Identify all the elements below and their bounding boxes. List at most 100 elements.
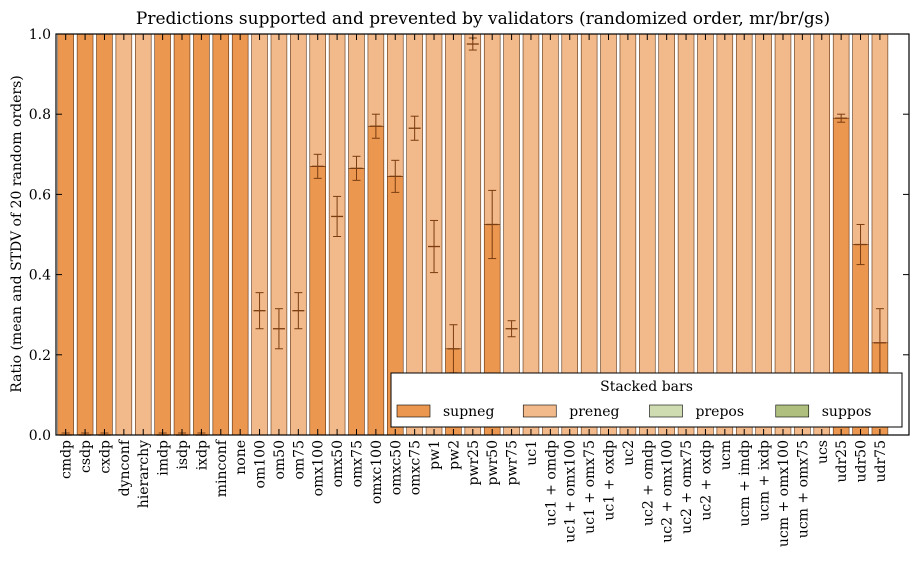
legend-swatch-suppos xyxy=(775,404,810,418)
errorbar-udr50 xyxy=(854,223,867,266)
x-tick-label: uc1 + omx100 xyxy=(563,440,579,543)
bar-supneg-isdp xyxy=(173,33,191,436)
x-tick-label: minconf xyxy=(214,438,230,497)
legend-swatch-prepos xyxy=(649,404,683,418)
legend-title: Stacked bars xyxy=(600,379,693,395)
bar-supneg-csdp xyxy=(76,33,94,436)
x-tick-label: pwr75 xyxy=(505,440,521,485)
x-tick-label: ucs xyxy=(815,440,831,464)
x-tick-label: ucm + ixdp xyxy=(757,440,773,521)
x-tick-label: om100 xyxy=(253,440,269,488)
legend: Stacked bars supneg preneg prepos suppos xyxy=(390,372,903,428)
x-tick-label: isdp xyxy=(175,440,191,470)
x-tick-label: omx75 xyxy=(349,440,365,487)
y-tick-label: 0.2 xyxy=(29,348,51,364)
bar-preneg-pw2 xyxy=(445,33,462,350)
x-tick-label: omx50 xyxy=(330,440,346,487)
chart-title: Predictions supported and prevented by v… xyxy=(136,9,830,29)
x-tick-label: uc2 + omdp xyxy=(640,440,656,526)
legend-box xyxy=(390,372,903,428)
x-axis: cmdp csdp cxdp dynconf hierarchy imdp isdp ixdp… xyxy=(59,34,889,547)
bar-preneg-hierarchy xyxy=(134,33,152,436)
y-tick-label: 1.0 xyxy=(29,27,51,43)
bar-supneg-cmdp xyxy=(57,33,74,436)
y-axis: 0.0 0.2 0.4 0.6 0.8 1.0 xyxy=(29,27,909,444)
x-tick-label: om75 xyxy=(291,440,307,480)
bar-supneg-omx75 xyxy=(348,168,365,436)
x-tick-label: uc1 + omx75 xyxy=(582,440,598,534)
bar-preneg-omx100 xyxy=(309,33,326,167)
x-tick-label: udr75 xyxy=(873,440,889,483)
x-tick-label: cmdp xyxy=(59,440,75,479)
errorbar-omxc50 xyxy=(389,159,402,193)
bar-preneg-omx75 xyxy=(348,33,365,169)
x-tick-label: omxc50 xyxy=(388,440,404,495)
bar-supneg-ixdp xyxy=(193,33,210,436)
errorbar-omxc100 xyxy=(369,113,382,139)
x-tick-label: omx100 xyxy=(311,440,327,496)
x-tick-label: pw1 xyxy=(427,440,443,470)
x-tick-label: uc2 + oxdp xyxy=(698,440,714,521)
bar-preneg-udr50 xyxy=(852,33,869,245)
errorbar-pwr50 xyxy=(486,189,499,260)
y-tick-label: 0.4 xyxy=(29,268,51,284)
x-tick-label: cxdp xyxy=(97,440,113,474)
y-axis-label: Ratio (mean and STDV of 20 random orders… xyxy=(9,75,25,392)
errorbar-omxc75 xyxy=(408,115,421,141)
bar-supneg-none xyxy=(231,33,249,436)
bar-preneg-udr75 xyxy=(871,33,889,344)
errorbar-omx75 xyxy=(350,155,363,181)
errorbar-om50 xyxy=(272,308,285,350)
legend-swatch-supneg xyxy=(396,404,431,418)
x-tick-label: ucm + imdp xyxy=(737,440,753,526)
x-tick-label: ucm + omx100 xyxy=(776,440,792,547)
errorbar-udr25 xyxy=(835,113,848,123)
bar-preneg-udr25 xyxy=(832,33,850,119)
x-tick-label: ixdp xyxy=(194,440,210,470)
errorbar-pwr75 xyxy=(505,320,518,338)
x-tick-label: omxc75 xyxy=(408,440,424,495)
errorbar-pw1 xyxy=(428,219,441,274)
bar-supneg-omx100 xyxy=(309,166,326,436)
legend-label-prepos: prepos xyxy=(696,404,745,420)
x-tick-label: uc2 xyxy=(621,440,637,466)
x-tick-label: uc1 + omdp xyxy=(543,440,559,526)
x-tick-label: dynconf xyxy=(117,438,133,496)
x-tick-label: hierarchy xyxy=(136,440,152,508)
x-tick-label: uc2 + omx75 xyxy=(679,440,695,534)
bar-supneg-minconf xyxy=(212,33,230,436)
bar-preneg-om50 xyxy=(270,33,288,436)
x-tick-label: uc2 + omx100 xyxy=(660,440,676,543)
x-tick-label: pwr25 xyxy=(466,440,482,485)
x-tick-label: csdp xyxy=(78,440,94,473)
x-tick-label: omxc100 xyxy=(369,440,385,504)
plot-frame xyxy=(55,33,910,436)
bar-supneg-imdp xyxy=(154,33,171,436)
x-tick-label: pw2 xyxy=(446,440,462,470)
x-tick-label: uc1 + oxdp xyxy=(602,440,618,521)
errorbar-om75 xyxy=(292,292,305,330)
x-tick-label: udr50 xyxy=(854,440,870,483)
x-tick-label: ucm + omx75 xyxy=(795,440,811,538)
errorbar-omx100 xyxy=(311,153,324,179)
y-tick-label: 0.8 xyxy=(29,107,51,123)
bar-preneg-om75 xyxy=(290,33,307,436)
errorbar-omx50 xyxy=(331,195,344,238)
legend-label-preneg: preneg xyxy=(569,404,619,420)
bar-preneg-om100 xyxy=(251,33,268,436)
bar-preneg-dynconf xyxy=(115,33,133,436)
legend-swatch-preneg xyxy=(522,404,557,418)
errorbar-om100 xyxy=(253,292,266,330)
legend-label-suppos: suppos xyxy=(822,404,872,420)
x-tick-label: udr25 xyxy=(834,440,850,483)
x-tick-label: imdp xyxy=(156,440,172,476)
y-tick-label: 0.0 xyxy=(29,428,51,444)
y-tick-label: 0.6 xyxy=(29,187,51,203)
bar-preneg-omxc100 xyxy=(367,33,385,127)
x-tick-label: none xyxy=(233,440,249,475)
x-tick-label: pwr50 xyxy=(485,440,501,485)
bar-preneg-omxc50 xyxy=(387,33,404,177)
x-tick-label: om50 xyxy=(272,440,288,480)
x-tick-label: uc1 xyxy=(524,440,540,466)
